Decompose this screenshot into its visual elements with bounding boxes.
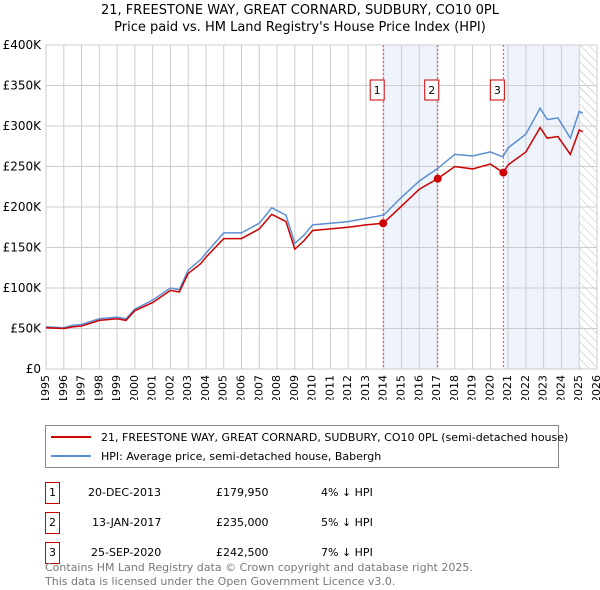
- transaction-number: 1: [45, 482, 60, 504]
- transaction-hpi-diff: 7% ↓ HPI: [321, 546, 373, 559]
- x-tick-label: 2006: [235, 375, 248, 400]
- x-tick-label: 2008: [270, 375, 283, 400]
- transaction-date: 20-DEC-2013: [88, 486, 162, 499]
- property-price-line: [45, 126, 584, 330]
- x-tick-label: 2004: [199, 375, 212, 400]
- y-tick-label: £300K: [3, 119, 43, 133]
- x-tick-label: 2019: [466, 375, 479, 400]
- x-tick-label: 1999: [110, 375, 123, 400]
- x-tick-label: 2023: [537, 375, 550, 400]
- y-tick-label: £400K: [3, 38, 43, 52]
- x-tick-label: 2000: [128, 375, 141, 400]
- price-chart: 1995 1996 1997 1998 1999 2000 2001 2002 2003 2004…: [3, 38, 600, 400]
- transaction-date: 13-JAN-2017: [92, 516, 162, 529]
- transaction-hpi-diff: 5% ↓ HPI: [321, 516, 373, 529]
- sale-label: 1: [374, 84, 381, 97]
- transaction-hpi-diff: 4% ↓ HPI: [321, 486, 373, 499]
- x-tick-label: 2021: [501, 375, 514, 400]
- x-tick-label: 2003: [181, 375, 194, 400]
- x-tick-label: 2018: [448, 375, 461, 400]
- legend: 21, FREESTONE WAY, GREAT CORNARD, SUDBUR…: [45, 425, 568, 468]
- x-tick-label: 2025: [572, 375, 585, 400]
- x-tick-label: 2015: [394, 375, 407, 400]
- hpi-line: [45, 106, 584, 329]
- x-tick-label: 2016: [412, 375, 425, 400]
- sale-label-box: [424, 79, 440, 101]
- x-tick-label: 2026: [590, 375, 600, 400]
- x-tick-label: 2024: [554, 375, 567, 400]
- sale-point: [433, 174, 442, 183]
- chart-title: 21, FREESTONE WAY, GREAT CORNARD, SUDBUR…: [101, 3, 499, 18]
- plot-frame: [45, 44, 598, 370]
- y-tick-label: £100K: [3, 281, 43, 295]
- sale-label-box: [489, 79, 505, 101]
- x-tick-label: 2020: [483, 375, 496, 400]
- y-tick-label: £200K: [3, 200, 43, 214]
- footer-copyright: Contains HM Land Registry data © Crown c…: [45, 561, 473, 574]
- transaction-row: 3 25-SEP-2020 £242,500 7% ↓ HPI: [45, 542, 445, 564]
- x-tick-label: 2010: [306, 375, 319, 400]
- x-tick-label: 2001: [146, 375, 159, 400]
- x-tick-label: 2022: [519, 375, 532, 400]
- x-tick-label: 2011: [323, 375, 336, 400]
- y-tick-label: £0: [26, 362, 41, 376]
- y-tick-label: £150K: [3, 241, 43, 255]
- x-tick-label: 1995: [39, 375, 52, 400]
- legend-item-hpi: HPI: Average price, semi-detached house,…: [51, 448, 381, 464]
- legend-swatch-blue: [51, 455, 91, 457]
- sale-point: [379, 219, 388, 228]
- x-tick-label: 1996: [57, 375, 70, 400]
- transaction-row: 2 13-JAN-2017 £235,000 5% ↓ HPI: [45, 512, 445, 534]
- x-tick-label: 2013: [359, 375, 372, 400]
- chart-subtitle: Price paid vs. HM Land Registry's House …: [114, 20, 486, 35]
- sale-point: [499, 168, 508, 177]
- x-tick-label: 2007: [252, 375, 265, 400]
- sale-label: 3: [494, 84, 501, 97]
- transaction-number: 3: [45, 542, 60, 564]
- footer-licence: This data is licensed under the Open Gov…: [45, 575, 396, 588]
- x-tick-label: 2005: [217, 375, 230, 400]
- transaction-number: 2: [45, 512, 60, 534]
- legend-swatch-red: [51, 436, 91, 438]
- x-tick-label: 1998: [92, 375, 105, 400]
- sale-label: 2: [428, 84, 435, 97]
- transaction-price: £235,000: [216, 516, 269, 529]
- sale-label-box: [369, 79, 385, 101]
- x-tick-label: 2012: [341, 375, 354, 400]
- legend-item-property: 21, FREESTONE WAY, GREAT CORNARD, SUDBUR…: [51, 429, 568, 445]
- legend-label: HPI: Average price, semi-detached house,…: [101, 449, 382, 463]
- x-tick-label: 1997: [75, 375, 88, 400]
- y-tick-label: £50K: [10, 322, 42, 336]
- transaction-price: £242,500: [216, 546, 269, 559]
- legend-label: 21, FREESTONE WAY, GREAT CORNARD, SUDBUR…: [101, 430, 569, 444]
- x-tick-label: 2009: [288, 375, 301, 400]
- x-tick-label: 2017: [430, 375, 443, 400]
- transaction-price: £179,950: [216, 486, 269, 499]
- transaction-date: 25-SEP-2020: [91, 546, 162, 559]
- y-tick-label: £250K: [3, 160, 43, 174]
- x-tick-label: 2014: [377, 375, 390, 400]
- y-tick-label: £350K: [3, 79, 43, 93]
- x-tick-label: 2002: [163, 375, 176, 400]
- transaction-row: 1 20-DEC-2013 £179,950 4% ↓ HPI: [45, 482, 445, 504]
